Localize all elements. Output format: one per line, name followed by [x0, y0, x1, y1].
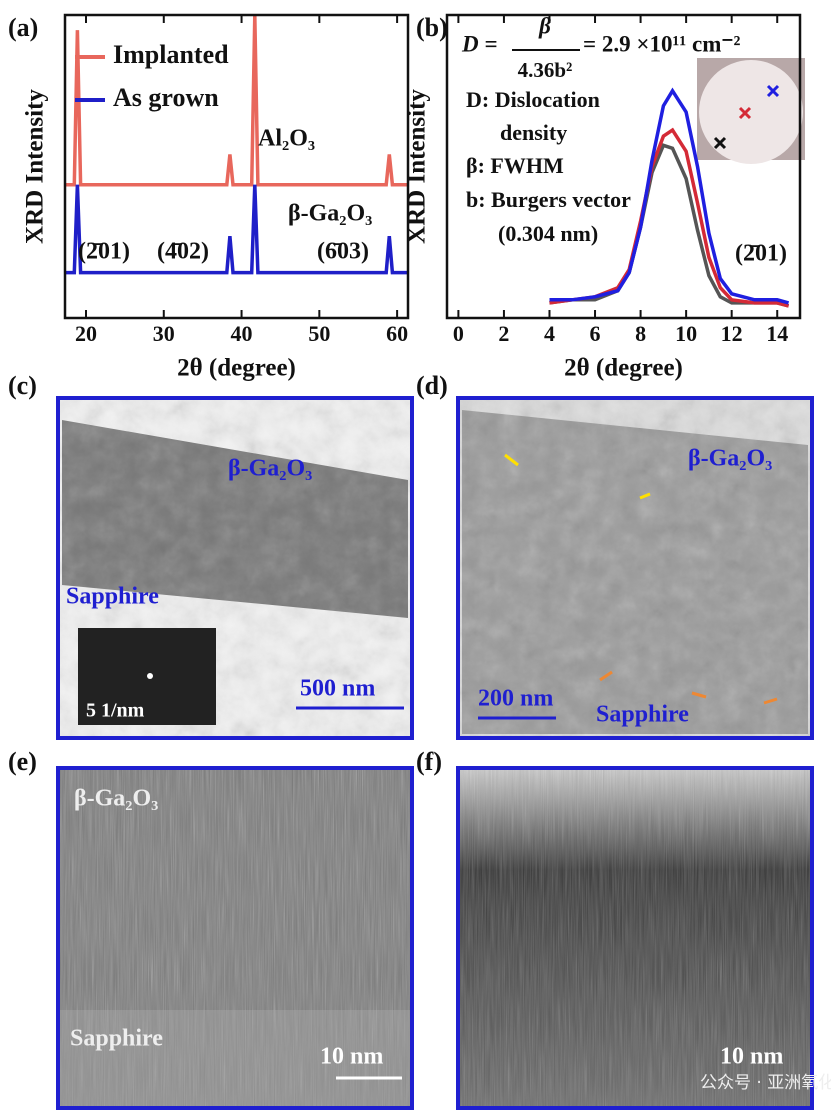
x-tick-label: 2: [498, 321, 509, 346]
x-tick-label: 30: [153, 321, 175, 346]
annotation: 4.36b²: [518, 58, 573, 82]
panel-text: β-Ga₂O₃: [688, 446, 772, 472]
annotation: β: FWHM: [466, 153, 564, 178]
annotation: β-Ga₂O₃: [288, 201, 372, 227]
plot-frame: [63, 13, 410, 320]
annotation: β: [538, 13, 551, 38]
panel-label: (e): [8, 747, 37, 776]
annotation: (4̄02): [157, 239, 209, 265]
x-tick-label: 20: [75, 321, 97, 346]
panel-text: 500 nm: [300, 676, 375, 702]
panel-text: Sapphire: [596, 702, 689, 728]
x-tick-label: 8: [635, 321, 646, 346]
data-line: [549, 87, 790, 305]
panel-label: (d): [416, 371, 448, 400]
panel-text: 200 nm: [478, 686, 553, 712]
tem-f: [456, 766, 814, 1110]
y-axis-label: XRD Intensity: [404, 89, 431, 244]
annotation: = 2.9 ×10¹¹ cm⁻²: [583, 31, 741, 56]
legend-label: Implanted: [113, 40, 229, 69]
annotation: (0.304 nm): [498, 221, 598, 246]
panel-text: Sapphire: [70, 1026, 163, 1052]
data-line: [65, 15, 408, 187]
x-tick-label: 0: [453, 321, 464, 346]
x-tick-label: 40: [231, 321, 253, 346]
data-line: [549, 127, 790, 308]
panel-text: β-Ga₂O₃: [228, 456, 312, 482]
plot-frame: [445, 13, 802, 320]
annotation: (2̄01): [78, 239, 130, 265]
watermark: 公众号 · 亚洲氧化家联盟: [700, 1073, 831, 1093]
panel-text: 10 nm: [720, 1044, 783, 1070]
annotation: (2̄01): [735, 241, 787, 267]
x-axis-label: 2θ (degree): [564, 355, 683, 382]
x-tick-label: 50: [308, 321, 330, 346]
tem-c: [56, 396, 414, 740]
annotation: D =: [461, 31, 497, 56]
x-axis-label: 2θ (degree): [177, 355, 296, 382]
tem-e: [56, 766, 414, 1110]
x-tick-label: 10: [675, 321, 697, 346]
legend-label: As grown: [113, 83, 219, 112]
panel-text: β-Ga₂O₃: [74, 786, 158, 812]
wafer-inset: [697, 58, 805, 164]
annotation: (b): [416, 13, 448, 42]
panel-text: Sapphire: [66, 584, 159, 610]
panel-label: (c): [8, 371, 37, 400]
y-axis-label: XRD Intensity: [22, 89, 49, 244]
panel-label: (f): [416, 747, 442, 776]
annotation: (a): [8, 13, 38, 42]
tem-d: [456, 396, 814, 740]
x-tick-label: 12: [721, 321, 743, 346]
annotation: density: [500, 120, 567, 145]
x-tick-label: 14: [766, 321, 788, 346]
annotation: b: Burgers vector: [466, 187, 631, 212]
x-tick-label: 6: [590, 321, 601, 346]
panel-text: 10 nm: [320, 1044, 383, 1070]
data-line: [65, 184, 408, 275]
annotation: (6̄03): [317, 239, 369, 265]
annotation: Al₂O₃: [258, 126, 315, 152]
x-tick-label: 60: [386, 321, 408, 346]
panel-text: 5 1/nm: [86, 700, 145, 722]
annotation: D: Dislocation: [466, 87, 600, 112]
x-tick-label: 4: [544, 321, 555, 346]
